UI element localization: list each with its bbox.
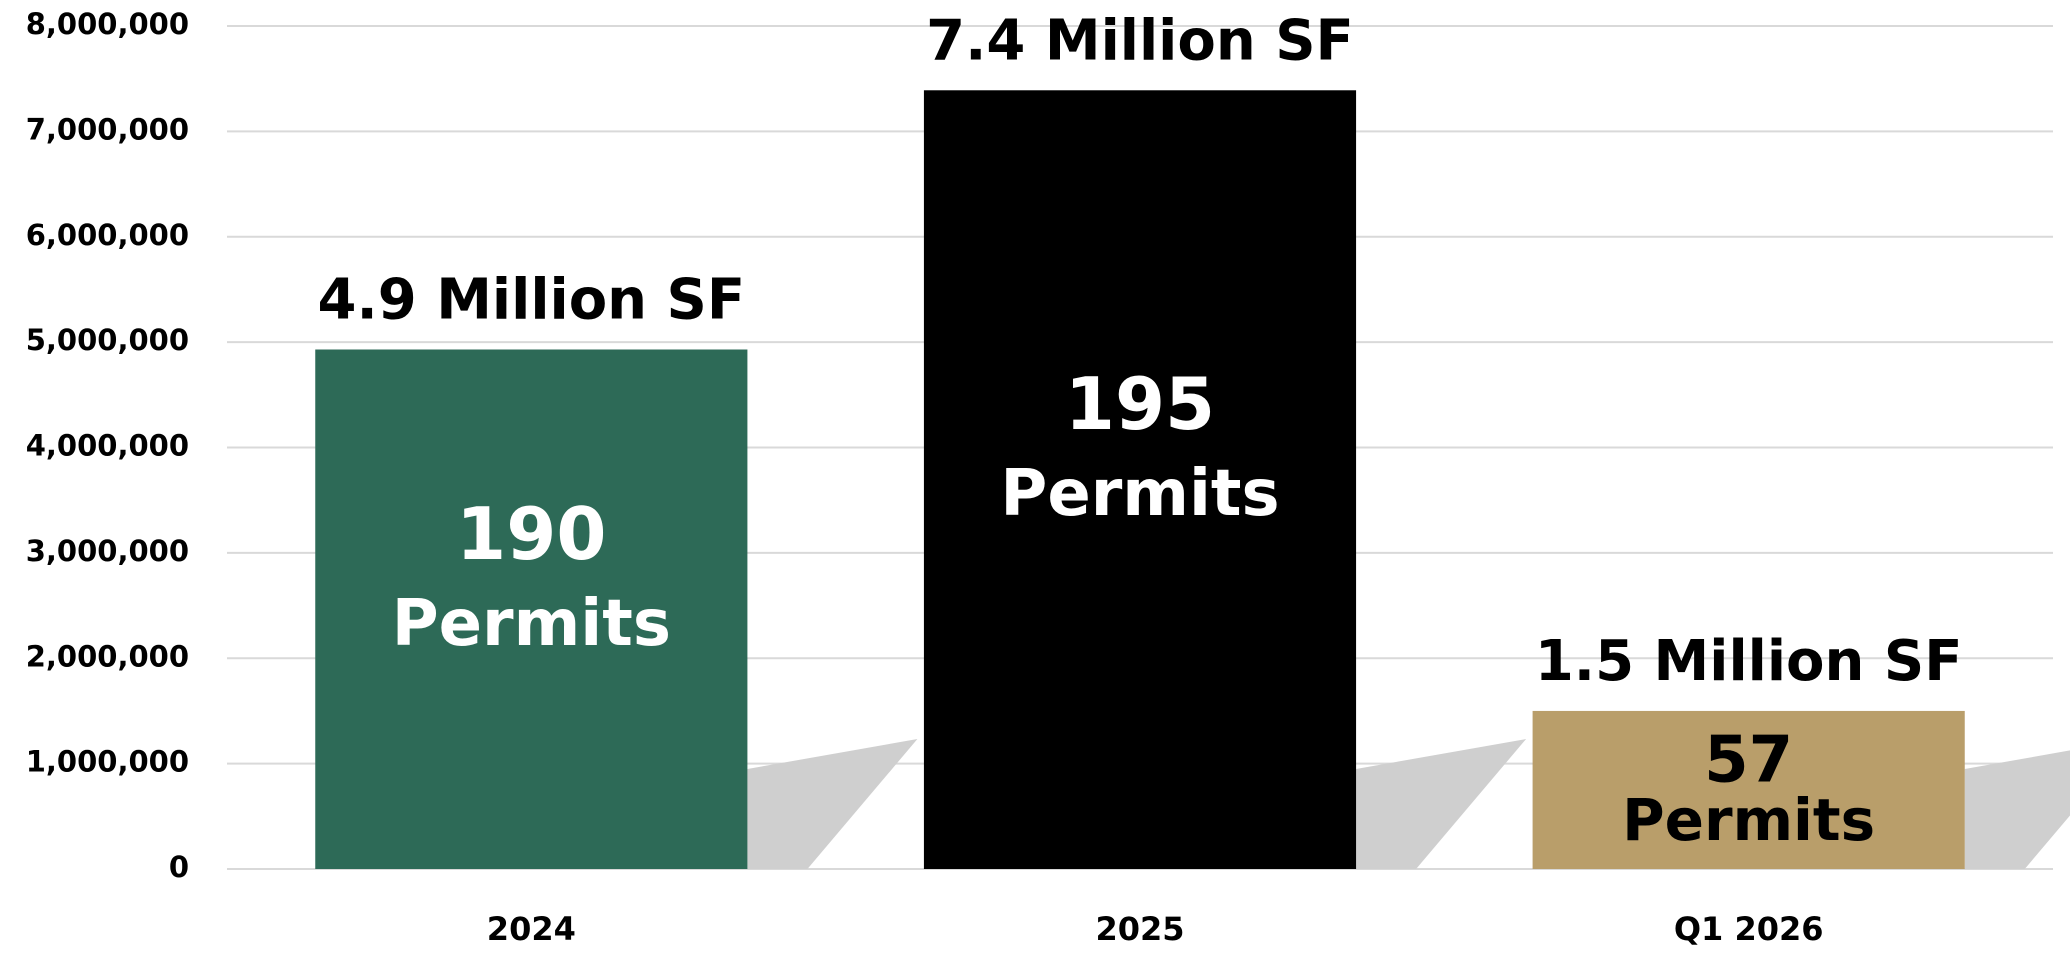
bar [923, 90, 1357, 869]
y-tick-label: 2,000,000 [26, 639, 189, 673]
y-tick-label: 0 [169, 850, 189, 884]
value-label: 4.9 Million SF [318, 268, 746, 333]
permit-unit: Permits [392, 587, 671, 661]
permit-unit: Permits [1000, 457, 1279, 531]
bar [315, 349, 748, 870]
y-tick-label: 3,000,000 [26, 534, 189, 568]
y-tick-label: 1,000,000 [26, 745, 189, 779]
bar-shadow [1964, 750, 2070, 869]
x-tick-label: Q1 2026 [1674, 910, 1824, 948]
permit-unit: Permits [1622, 786, 1875, 854]
bar-shadow [1356, 739, 1527, 869]
permit-count: 57 [1704, 724, 1793, 798]
permit-count: 195 [1065, 362, 1215, 446]
bar [1532, 710, 1965, 869]
x-tick-label: 2024 [487, 910, 576, 948]
y-tick-label: 4,000,000 [26, 429, 189, 463]
value-label: 7.4 Million SF [926, 8, 1354, 73]
y-tick-label: 8,000,000 [26, 7, 189, 41]
permit-count: 190 [456, 492, 606, 576]
y-tick-label: 6,000,000 [26, 218, 189, 252]
x-tick-label: 2025 [1095, 910, 1184, 948]
value-label: 1.5 Million SF [1535, 629, 1963, 694]
y-tick-label: 5,000,000 [26, 323, 189, 357]
bar-shadow [747, 739, 918, 869]
y-tick-label: 7,000,000 [26, 112, 189, 146]
